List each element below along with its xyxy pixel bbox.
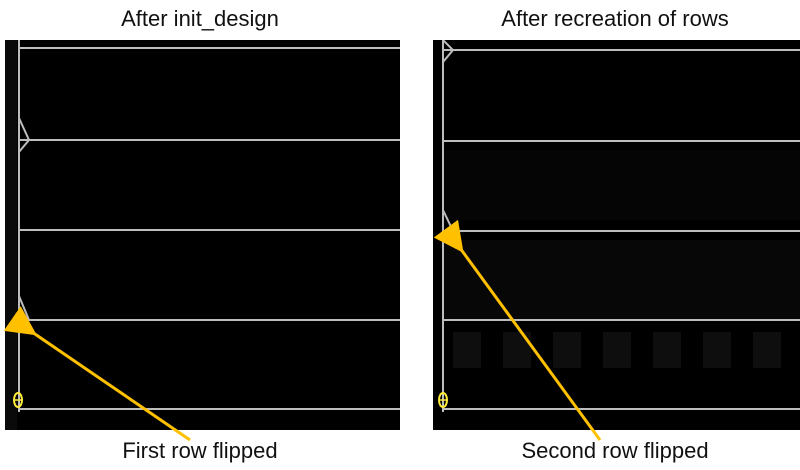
left-panel-caption: First row flipped: [0, 438, 400, 464]
right-layout-view: [433, 40, 800, 430]
left-row-orientation-marker-1: [19, 118, 29, 152]
right-panel-caption: Second row flipped: [415, 438, 800, 464]
right-layout-canvas: [433, 40, 800, 430]
left-margin-strip: [5, 40, 17, 430]
right-std-cell: [753, 332, 781, 368]
right-cell-region-1: [443, 150, 800, 220]
left-layout-canvas: [5, 40, 400, 430]
right-std-cell: [603, 332, 631, 368]
left-layout-view: [5, 40, 400, 430]
right-std-cell: [703, 332, 731, 368]
right-std-cell: [503, 332, 531, 368]
right-cell-region-2: [443, 240, 800, 320]
right-panel-title: After recreation of rows: [415, 6, 800, 32]
left-panel-title: After init_design: [0, 6, 400, 32]
left-row-orientation-marker-2: [19, 296, 29, 332]
right-std-cell-row: [453, 332, 781, 368]
right-std-cell: [453, 332, 481, 368]
right-std-cell: [553, 332, 581, 368]
right-std-cell: [653, 332, 681, 368]
